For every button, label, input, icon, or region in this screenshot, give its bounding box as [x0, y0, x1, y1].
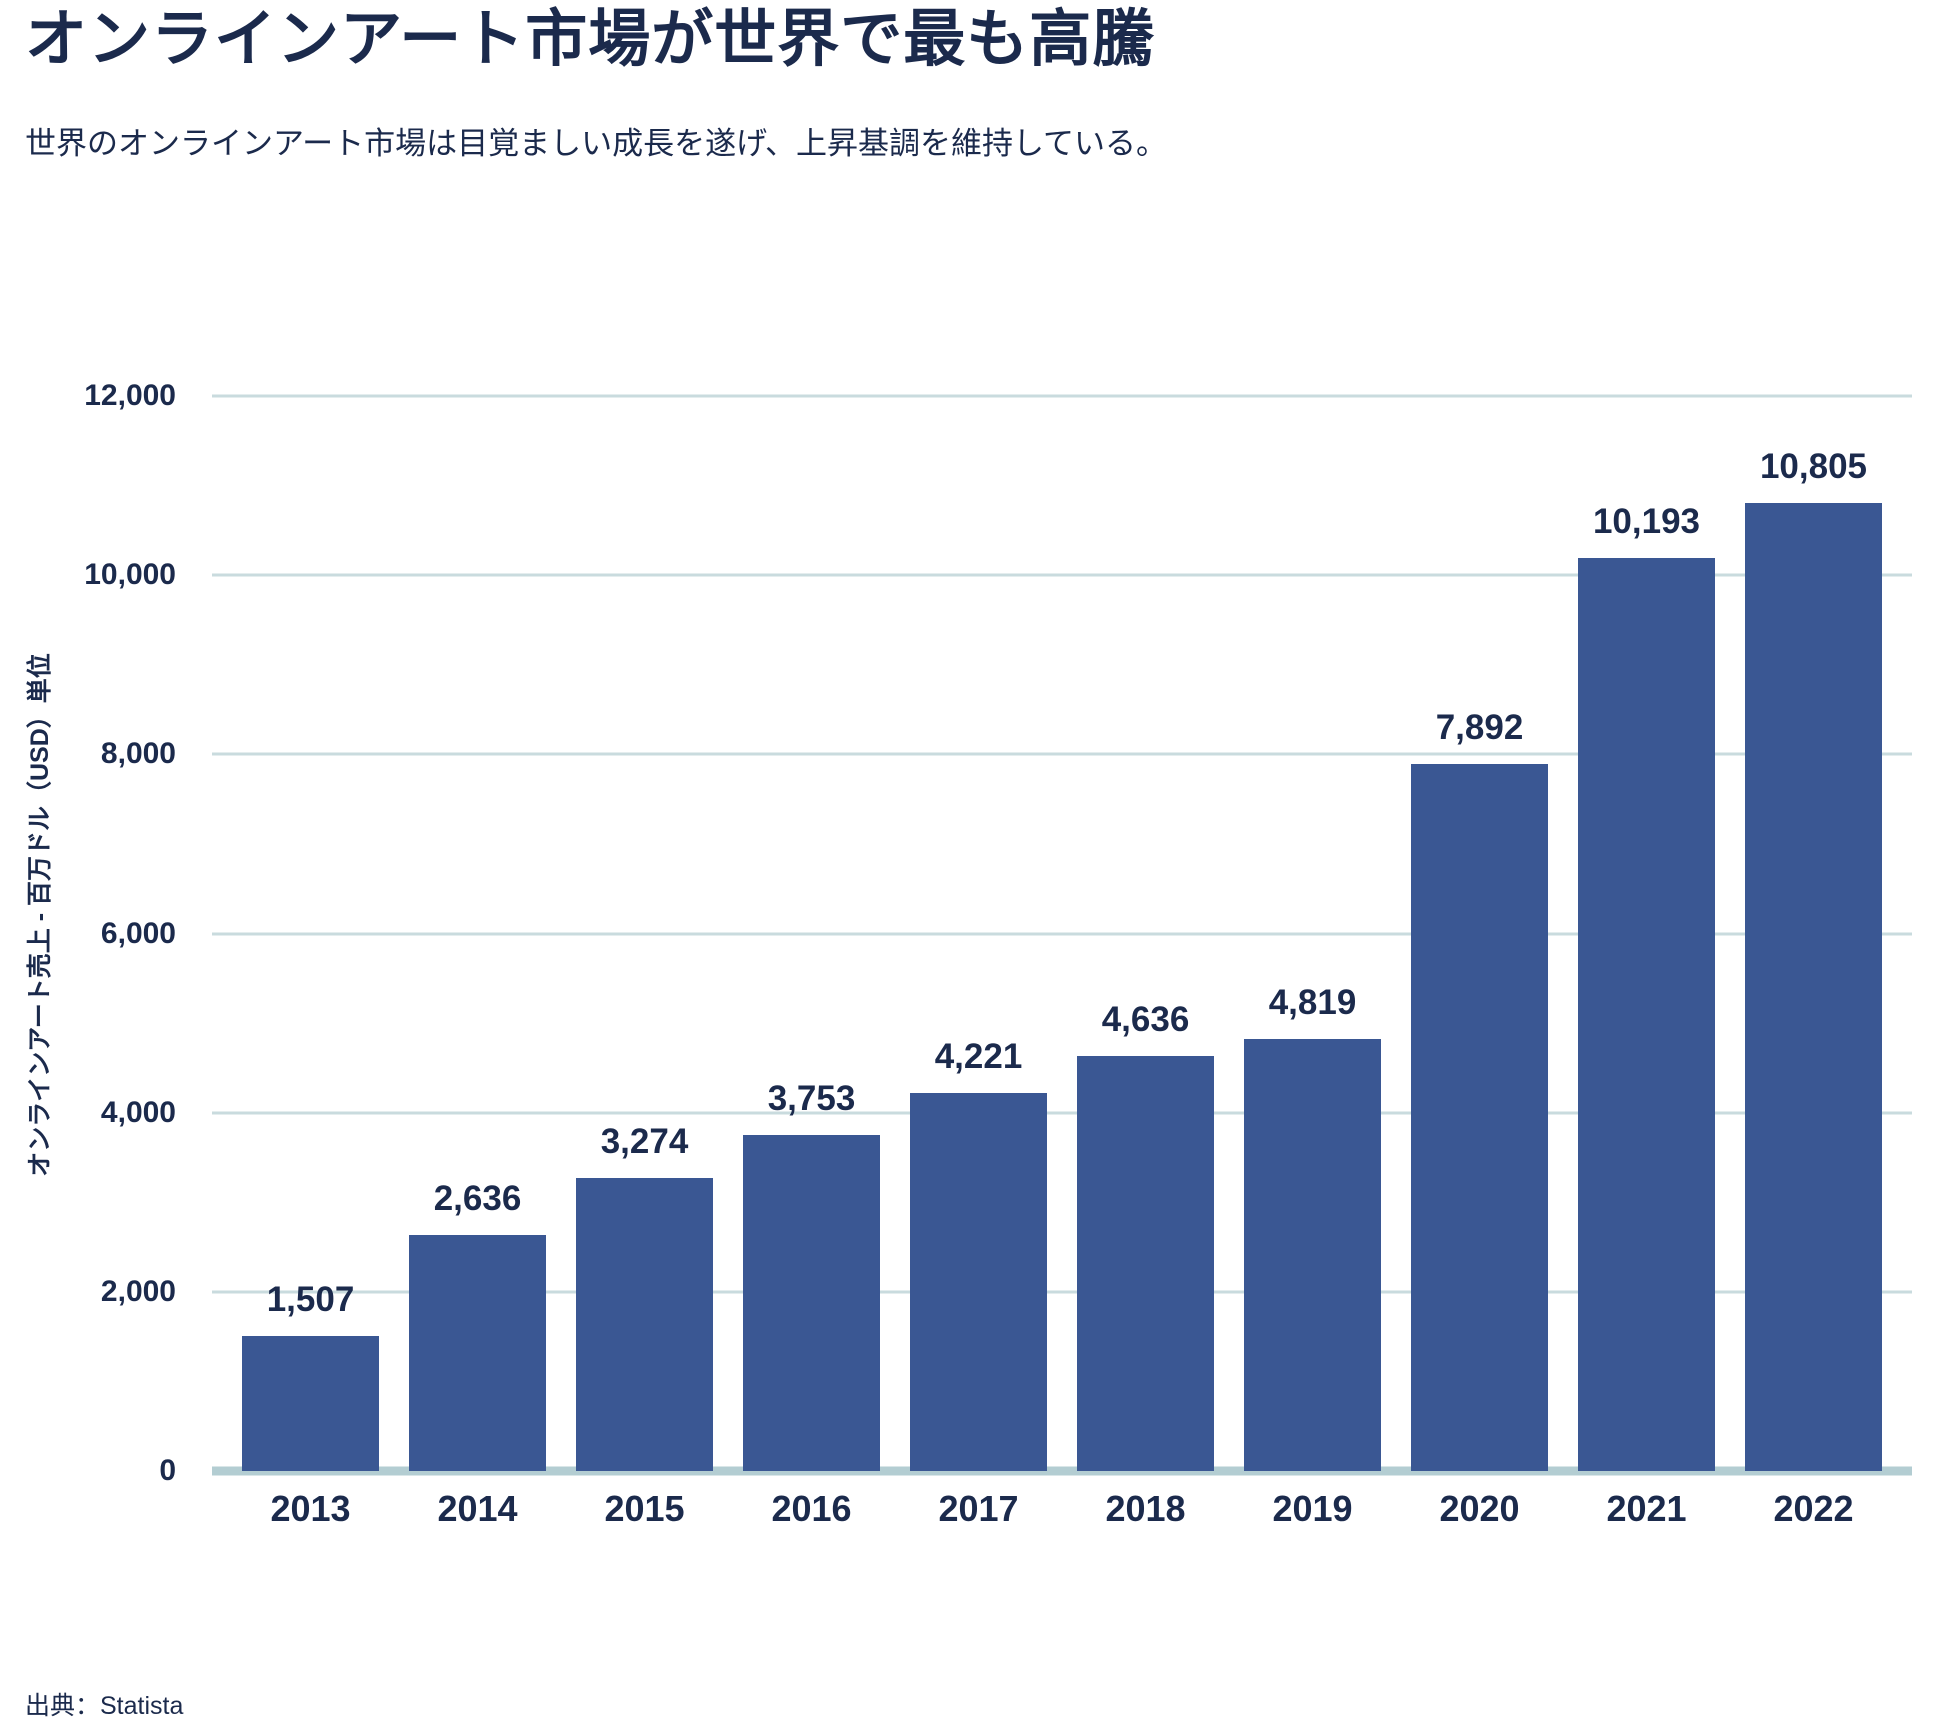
y-tick-label: 10,000: [84, 558, 176, 592]
gridline: [212, 394, 1912, 398]
bar-2021: 10,193: [1578, 502, 1715, 1471]
bar-value-label: 7,892: [1435, 708, 1524, 748]
y-tick-label: 4,000: [100, 1095, 176, 1129]
bar-value-label: 10,805: [1759, 447, 1868, 487]
x-tick-label: 2013: [270, 1488, 351, 1529]
gridline: [212, 1111, 1912, 1115]
x-tick-label: 2021: [1606, 1488, 1687, 1529]
plot-area: 1,507 2,636 3,274 3,753 4,221 4,636 4,819 7,892…: [212, 394, 1912, 1476]
x-tick-label: 2016: [771, 1488, 852, 1529]
y-tick-label: 12,000: [84, 379, 176, 412]
bars-container: 1,507 2,636 3,274 3,753 4,221 4,636 4,819 7,892…: [212, 396, 1912, 1471]
y-tick-label: 0: [159, 1454, 176, 1487]
y-tick-label: 6,000: [100, 916, 176, 950]
y-tick-label: 2,000: [100, 1274, 176, 1308]
x-axis-baseline: [212, 1466, 1912, 1476]
gridline: [212, 573, 1912, 577]
bar-2013: 1,507: [242, 1280, 379, 1471]
bar-2020: 7,892: [1411, 708, 1548, 1471]
chart-title: オンラインアート市場が世界で最も高騰: [25, 5, 1156, 74]
x-tick-label: 2015: [604, 1488, 685, 1529]
bar-2019: 4,819: [1244, 983, 1381, 1471]
x-tick-label: 2017: [938, 1488, 1019, 1529]
source-note: 出典：Statista: [25, 1692, 184, 1720]
bar-2015: 3,274: [576, 1122, 713, 1471]
bar-2017: 4,221: [910, 1037, 1047, 1471]
x-tick-label: 2014: [437, 1488, 518, 1529]
y-tick-label: 8,000: [100, 737, 176, 771]
bar-value-label: 3,753: [767, 1078, 856, 1118]
gridline: [212, 752, 1912, 756]
x-tick-label: 2018: [1105, 1488, 1186, 1529]
bar-value-label: 4,636: [1101, 999, 1190, 1039]
bar-2016: 3,753: [743, 1079, 880, 1471]
bar-value-label: 3,274: [600, 1121, 689, 1161]
bar-value-label: 4,819: [1268, 983, 1357, 1023]
gridline: [212, 932, 1912, 935]
bar-2018: 4,636: [1077, 1000, 1214, 1471]
gridline: [212, 1290, 1912, 1294]
bar-value-label: 10,193: [1592, 501, 1701, 541]
y-axis-tick-labels: 0 2,000 4,000 6,000 8,000 10,000 12,000: [0, 379, 176, 1487]
bar-value-label: 4,221: [934, 1036, 1023, 1076]
bar-2022: 10,805: [1745, 447, 1882, 1471]
bar-2014: 2,636: [409, 1179, 546, 1471]
x-tick-label: 2020: [1439, 1488, 1520, 1529]
bar-value-label: 2,636: [433, 1178, 522, 1218]
chart-subtitle: 世界のオンラインアート市場は目覚ましい成長を遂げ、上昇基調を維持している。: [25, 126, 1168, 161]
bar-value-label: 1,507: [266, 1280, 355, 1319]
x-tick-label: 2019: [1272, 1488, 1353, 1529]
x-tick-label: 2022: [1773, 1488, 1854, 1529]
x-axis-labels: 2013 2014 2015 2016 2017 2018 2019 2020 2021 2022: [212, 1488, 1912, 1530]
